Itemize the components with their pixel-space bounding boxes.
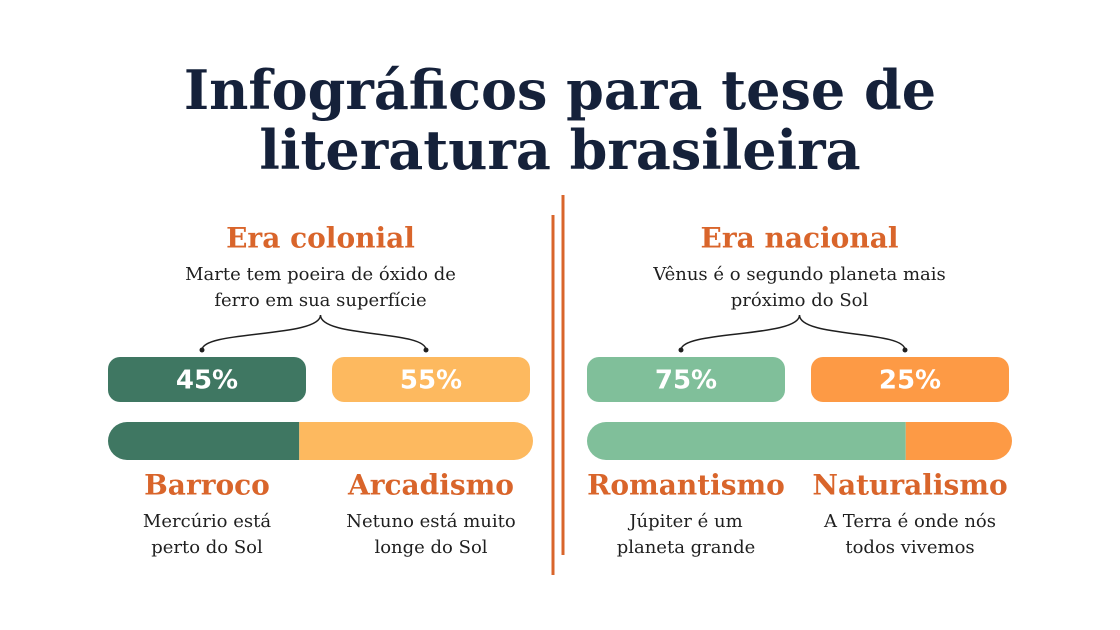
badge-label: 55%	[400, 366, 462, 396]
panel-description: ferro em sua superfície	[214, 290, 426, 311]
title: Infográficos para tese de	[184, 58, 936, 122]
badge-label: 45%	[176, 366, 238, 396]
panel-heading: Era colonial	[226, 222, 415, 255]
segment-name: Barroco	[144, 469, 270, 502]
bar-segment	[905, 422, 1012, 460]
panel-description: próximo do Sol	[731, 290, 869, 311]
badge	[108, 357, 306, 402]
segment-description: Mercúrio está	[143, 511, 271, 532]
badge	[587, 357, 785, 402]
bracket-dot	[902, 347, 908, 353]
bar-segment	[299, 422, 533, 460]
panel-heading: Era nacional	[701, 222, 899, 255]
segment-description: perto do Sol	[151, 537, 263, 558]
segment-description: longe do Sol	[374, 537, 487, 558]
bar-segment	[587, 422, 906, 460]
badge	[811, 357, 1009, 402]
badge	[332, 357, 530, 402]
bracket-dot	[199, 347, 205, 353]
bar-segment	[108, 422, 300, 460]
bracket	[680, 314, 906, 351]
segment-description: Júpiter é um	[627, 511, 742, 532]
segment-name: Naturalismo	[812, 469, 1007, 502]
bar	[108, 422, 533, 460]
title: literatura brasileira	[259, 118, 860, 182]
bracket-dot	[423, 347, 429, 353]
badge-label: 75%	[655, 366, 717, 396]
segment-description: A Terra é onde nós	[823, 511, 996, 532]
panel-description: Vênus é o segundo planeta mais	[652, 264, 946, 285]
badge-label: 25%	[879, 366, 941, 396]
panel-description: Marte tem poeira de óxido de	[185, 264, 456, 285]
segment-name: Arcadismo	[347, 469, 514, 502]
bracket-dot	[678, 347, 684, 353]
bracket	[201, 314, 427, 351]
segment-description: planeta grande	[617, 537, 756, 558]
bar	[587, 422, 1012, 460]
segment-description: Netuno está muito	[346, 511, 515, 532]
segment-description: todos vivemos	[845, 537, 974, 558]
segment-name: Romantismo	[587, 469, 785, 502]
